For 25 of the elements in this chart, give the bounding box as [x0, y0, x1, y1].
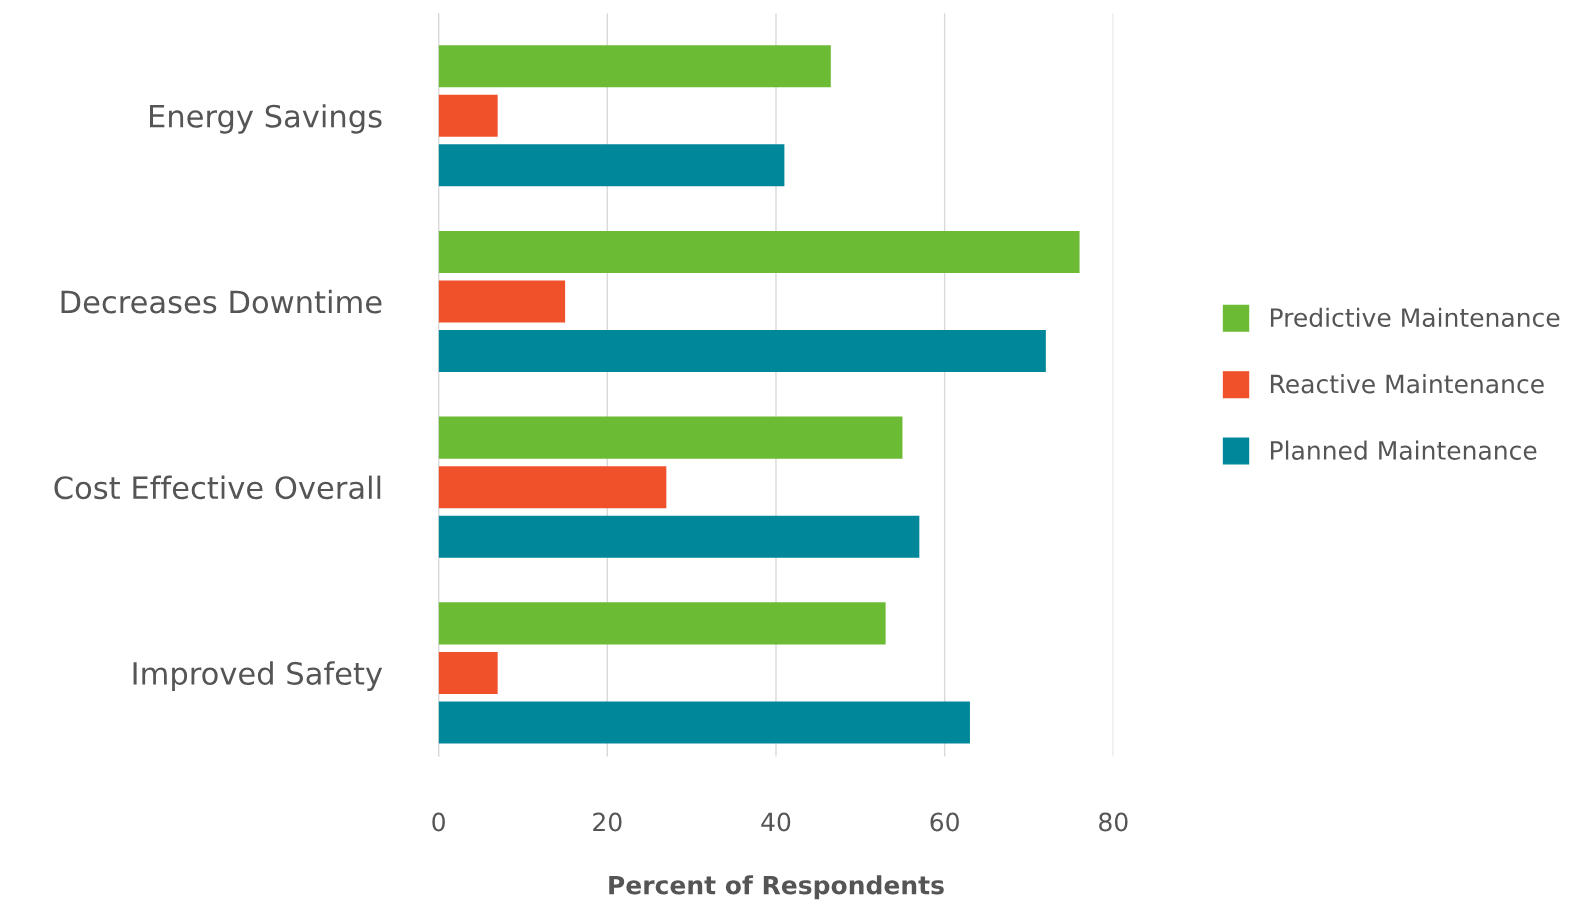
legend-label: Planned Maintenance: [1270, 440, 1537, 460]
bar: [438, 94, 498, 137]
bar: [438, 515, 920, 558]
legend-label: Reactive Maintenance: [1270, 374, 1544, 394]
x-tick-label: 20: [593, 812, 622, 832]
x-tick-label: 80: [1099, 812, 1128, 832]
x-tick-label: 40: [761, 812, 791, 832]
bar: [438, 701, 970, 744]
y-tick-label: Decreases Downtime: [61, 289, 382, 314]
y-tick-label: Energy Savings: [150, 104, 382, 134]
legend-label: Predictive Maintenance: [1270, 307, 1560, 327]
x-tick-label: 60: [930, 812, 959, 832]
bar: [438, 230, 1080, 273]
bar: [438, 45, 831, 88]
bar: [438, 466, 667, 509]
bar: [438, 144, 785, 187]
y-tick-label: Improved Safety: [133, 661, 383, 691]
x-axis-title: Percent of Respondents: [609, 875, 944, 900]
x-tick-label: 0: [432, 812, 445, 832]
bar: [438, 602, 886, 645]
bar: [438, 329, 1046, 373]
bar: [438, 416, 903, 459]
bar: [438, 280, 566, 323]
bar: [438, 651, 498, 694]
y-tick-label: Cost Effective Overall: [54, 475, 381, 500]
